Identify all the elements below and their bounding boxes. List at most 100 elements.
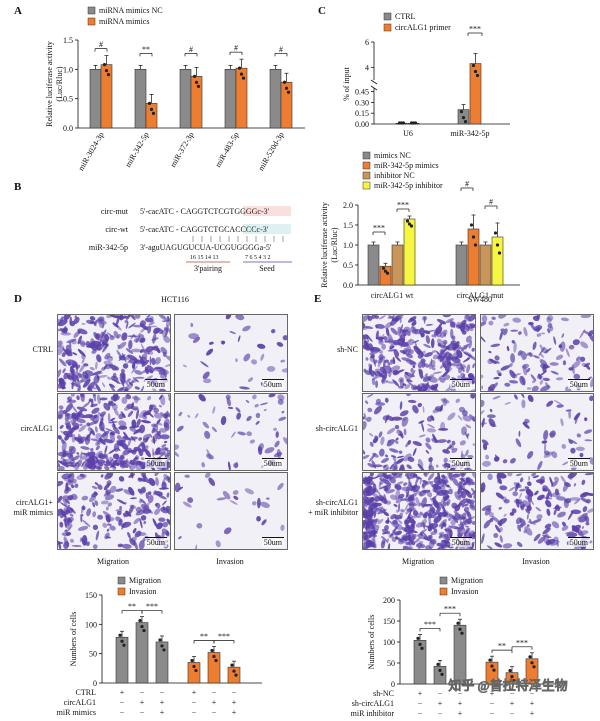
stained-cell [435,464,439,468]
stained-cell [543,533,549,544]
stained-cell [481,374,484,379]
stained-cell [418,368,424,375]
y-tick-label: 100 [383,638,395,647]
stained-cell [488,350,492,354]
stained-cell [107,315,118,319]
stained-cell [371,378,376,386]
stained-cell [457,495,462,499]
stained-cell [432,384,438,390]
data-point [473,69,478,74]
data-point [493,231,498,235]
stained-cell [156,522,163,530]
stained-cell [128,504,134,515]
stained-cell [369,545,372,549]
stained-cell [80,515,83,523]
stained-cell [529,518,532,524]
stained-cell [139,337,146,343]
data-point [232,669,236,673]
stained-cell [488,512,494,518]
stained-cell [574,414,578,425]
stained-cell [455,398,461,403]
stained-cell [62,347,70,357]
stained-cell [519,488,526,492]
stained-cell [106,355,114,362]
stained-cell [462,357,471,363]
stained-cell [79,423,83,427]
stained-cell [149,356,152,366]
stained-cell [465,424,472,429]
stained-cell [140,515,147,521]
stained-cell [78,424,87,432]
stained-cell [438,427,449,431]
data-point [471,63,476,68]
stained-cell [182,364,187,368]
stained-cell [542,527,551,535]
condition-sign: + [530,709,535,718]
stained-cell [412,340,420,344]
stained-cell [139,498,147,505]
stained-cell [259,402,269,406]
bar-mimics [190,76,203,129]
stained-cell [447,412,456,421]
stained-cell [375,398,381,404]
significance-label: ** [142,45,150,54]
y-tick-label: 0.5 [343,261,353,270]
condition-sign: + [232,698,237,707]
stained-cell [155,477,159,486]
stained-cell [155,502,161,509]
stained-cell [133,334,138,340]
stained-cell [403,349,414,356]
stained-cell [441,369,450,378]
stained-cell [503,513,507,517]
sw480-row-label: + miR inhibitor [308,508,358,517]
stained-cell [79,394,85,398]
stained-cell [366,522,371,529]
stained-cell [533,533,541,542]
stained-cell [419,478,422,485]
data-point [106,73,111,77]
stained-cell [375,325,379,329]
stained-cell [128,339,133,350]
stained-cell [75,383,81,388]
stained-cell [246,415,252,422]
stained-cell [129,358,139,364]
stained-cell [363,449,366,455]
data-point [162,648,166,652]
stained-cell [387,362,391,367]
stained-cell [527,481,532,487]
data-point [230,663,234,667]
stained-cell [366,515,371,520]
data-point [460,631,464,635]
stained-cell [543,429,549,441]
stained-cell [128,486,135,496]
stained-cell [427,523,439,530]
stained-cell [139,355,144,363]
stained-cell [112,420,116,430]
stained-cell [525,488,534,497]
bar-migration [155,641,169,684]
stained-cell [439,348,445,354]
stained-cell [425,324,433,326]
stained-cell [405,440,411,448]
data-point [420,646,424,650]
stained-cell [232,490,239,495]
stained-cell [523,327,528,337]
stained-cell [438,479,443,485]
stained-cell [125,321,129,329]
stained-cell [580,497,589,503]
stained-cell [95,445,100,451]
stained-cell [74,315,77,319]
stained-cell [461,473,467,478]
stained-cell [126,378,131,383]
stained-cell [428,507,436,514]
stained-cell [366,488,376,497]
stained-cell [59,521,64,528]
stained-cell [450,519,456,526]
stained-cell [411,533,417,541]
stained-cell [58,340,63,348]
stained-cell [584,473,593,476]
data-point [508,669,512,673]
stained-cell [64,519,67,528]
stained-cell [165,355,170,362]
stained-cell [58,369,62,379]
